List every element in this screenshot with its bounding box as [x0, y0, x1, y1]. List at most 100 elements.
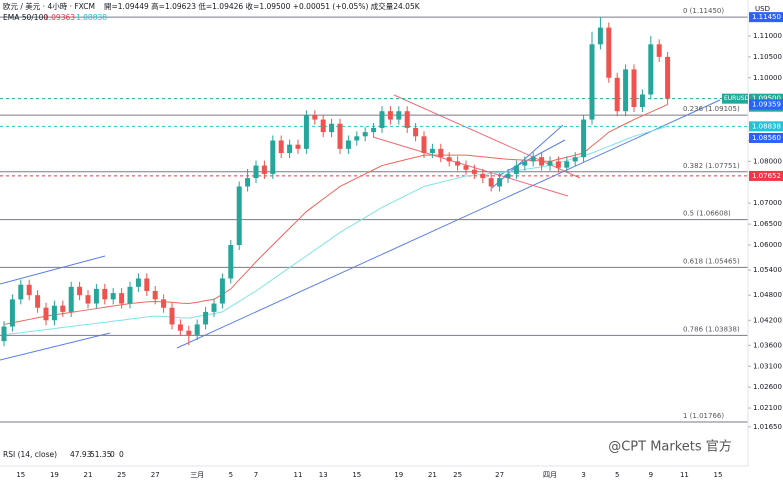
y-tick-label: 1.01650 — [753, 423, 782, 431]
y-tick-label: 1.02100 — [753, 404, 782, 412]
candle-body — [194, 324, 200, 335]
candle-body — [572, 157, 578, 162]
candle-body — [152, 290, 158, 300]
x-tick-label: 15 — [714, 471, 723, 479]
candle-body — [77, 286, 83, 296]
x-tick-label: 15 — [352, 471, 361, 479]
x-tick-label: 21 — [84, 471, 93, 479]
candle-body — [245, 178, 251, 187]
candle-body — [18, 284, 24, 300]
candle-body — [530, 157, 536, 162]
candle-body — [648, 44, 654, 95]
candle-body — [480, 173, 486, 179]
candle-body — [614, 77, 620, 112]
y-tick-label: 1.02600 — [753, 383, 782, 391]
candle-body — [564, 161, 570, 168]
candle-body — [513, 165, 519, 174]
candle-body — [589, 44, 595, 120]
y-tick-label: 1.06000 — [753, 241, 782, 249]
price-tag — [749, 121, 783, 132]
candle-body — [463, 165, 469, 170]
price-tag-label: 1.08838 — [752, 122, 781, 130]
candle-body — [43, 307, 49, 321]
candle-body — [253, 165, 259, 179]
y-tick-label: 1.10500 — [753, 53, 782, 61]
channel-line — [491, 124, 564, 189]
ema-legend: EMA 50/100 — [3, 13, 48, 22]
y-tick-label: 1.07000 — [753, 199, 782, 207]
candle-body — [177, 324, 183, 331]
candle-body — [539, 157, 545, 166]
candle-body — [379, 111, 385, 128]
candle-body — [127, 286, 133, 304]
candle-body — [303, 115, 309, 149]
channel-line — [0, 255, 106, 285]
candle-body — [455, 161, 461, 166]
price-tag-label: 1.09359 — [752, 101, 781, 109]
x-tick-label: 3 — [581, 471, 585, 479]
fib-level-label: 0.236 (1.09105) — [683, 105, 740, 113]
fib-level-label: 0.5 (1.06608) — [683, 210, 731, 218]
trend-line — [176, 99, 721, 349]
candle-body — [354, 136, 360, 141]
time-axis — [0, 466, 783, 484]
plot-area: 0 (1.11450) 0.236 (1.09105) 0.382 (1.07751… — [0, 7, 748, 423]
fib-level-label: 1 (1.01766) — [683, 412, 724, 420]
x-tick-label: 25 — [117, 471, 126, 479]
x-tick-label: 27 — [151, 471, 160, 479]
candle-body — [665, 56, 671, 99]
y-tick-label: 1.05400 — [753, 266, 782, 274]
candle-body — [93, 288, 99, 304]
candle-body — [51, 305, 57, 321]
x-tick-label: 7 — [254, 471, 258, 479]
currency-label: USD — [755, 5, 770, 13]
candle-body — [488, 178, 494, 187]
channel-line — [372, 136, 569, 197]
price-tag-label: 1.08560 — [752, 134, 781, 142]
x-tick-label: 15 — [16, 471, 25, 479]
candle-body — [337, 123, 343, 149]
candle-body — [345, 140, 351, 149]
symbol-tag-label: EURUSD — [724, 95, 750, 102]
rsi-legend: RSI (14, close) — [3, 450, 57, 459]
candle-body — [522, 161, 528, 166]
candle-body — [60, 305, 66, 312]
candle-body — [9, 299, 15, 327]
y-tick-label: 1.03100 — [753, 362, 782, 370]
candle-body — [639, 94, 645, 108]
candle-body — [471, 169, 477, 174]
y-tick-label: 1.04200 — [753, 316, 782, 324]
y-tick-label: 1.10000 — [753, 74, 782, 82]
candle-body — [597, 27, 603, 45]
candle-body — [35, 295, 41, 308]
symbol-tag — [722, 93, 748, 104]
x-tick-label: 19 — [50, 471, 59, 479]
price-tag — [749, 99, 783, 110]
candle-body — [547, 161, 553, 166]
candle-body — [169, 307, 175, 325]
candle-body — [581, 119, 587, 158]
candle-body — [429, 148, 435, 154]
candle-body — [287, 144, 293, 154]
candle-body — [135, 278, 141, 287]
candle-body — [446, 157, 452, 162]
candle-body — [396, 111, 402, 120]
candle-body — [68, 286, 74, 312]
x-tick-label: 5 — [229, 471, 233, 479]
x-tick-label: 25 — [453, 471, 462, 479]
candle-body — [219, 278, 225, 304]
candle-body — [438, 148, 444, 158]
x-tick-label: 11 — [294, 471, 303, 479]
candle-body — [623, 69, 629, 112]
watermark: @CPT Markets 官方 — [608, 439, 732, 455]
candle-body — [404, 111, 410, 128]
rsi-value: 51.35 — [90, 450, 112, 459]
y-tick-label: 1.06500 — [753, 220, 782, 228]
candle-body — [102, 288, 108, 300]
candle-body — [161, 299, 167, 308]
price-tag-label: 1.11450 — [752, 13, 781, 21]
candle-body — [631, 69, 637, 108]
candle-body — [362, 132, 368, 137]
